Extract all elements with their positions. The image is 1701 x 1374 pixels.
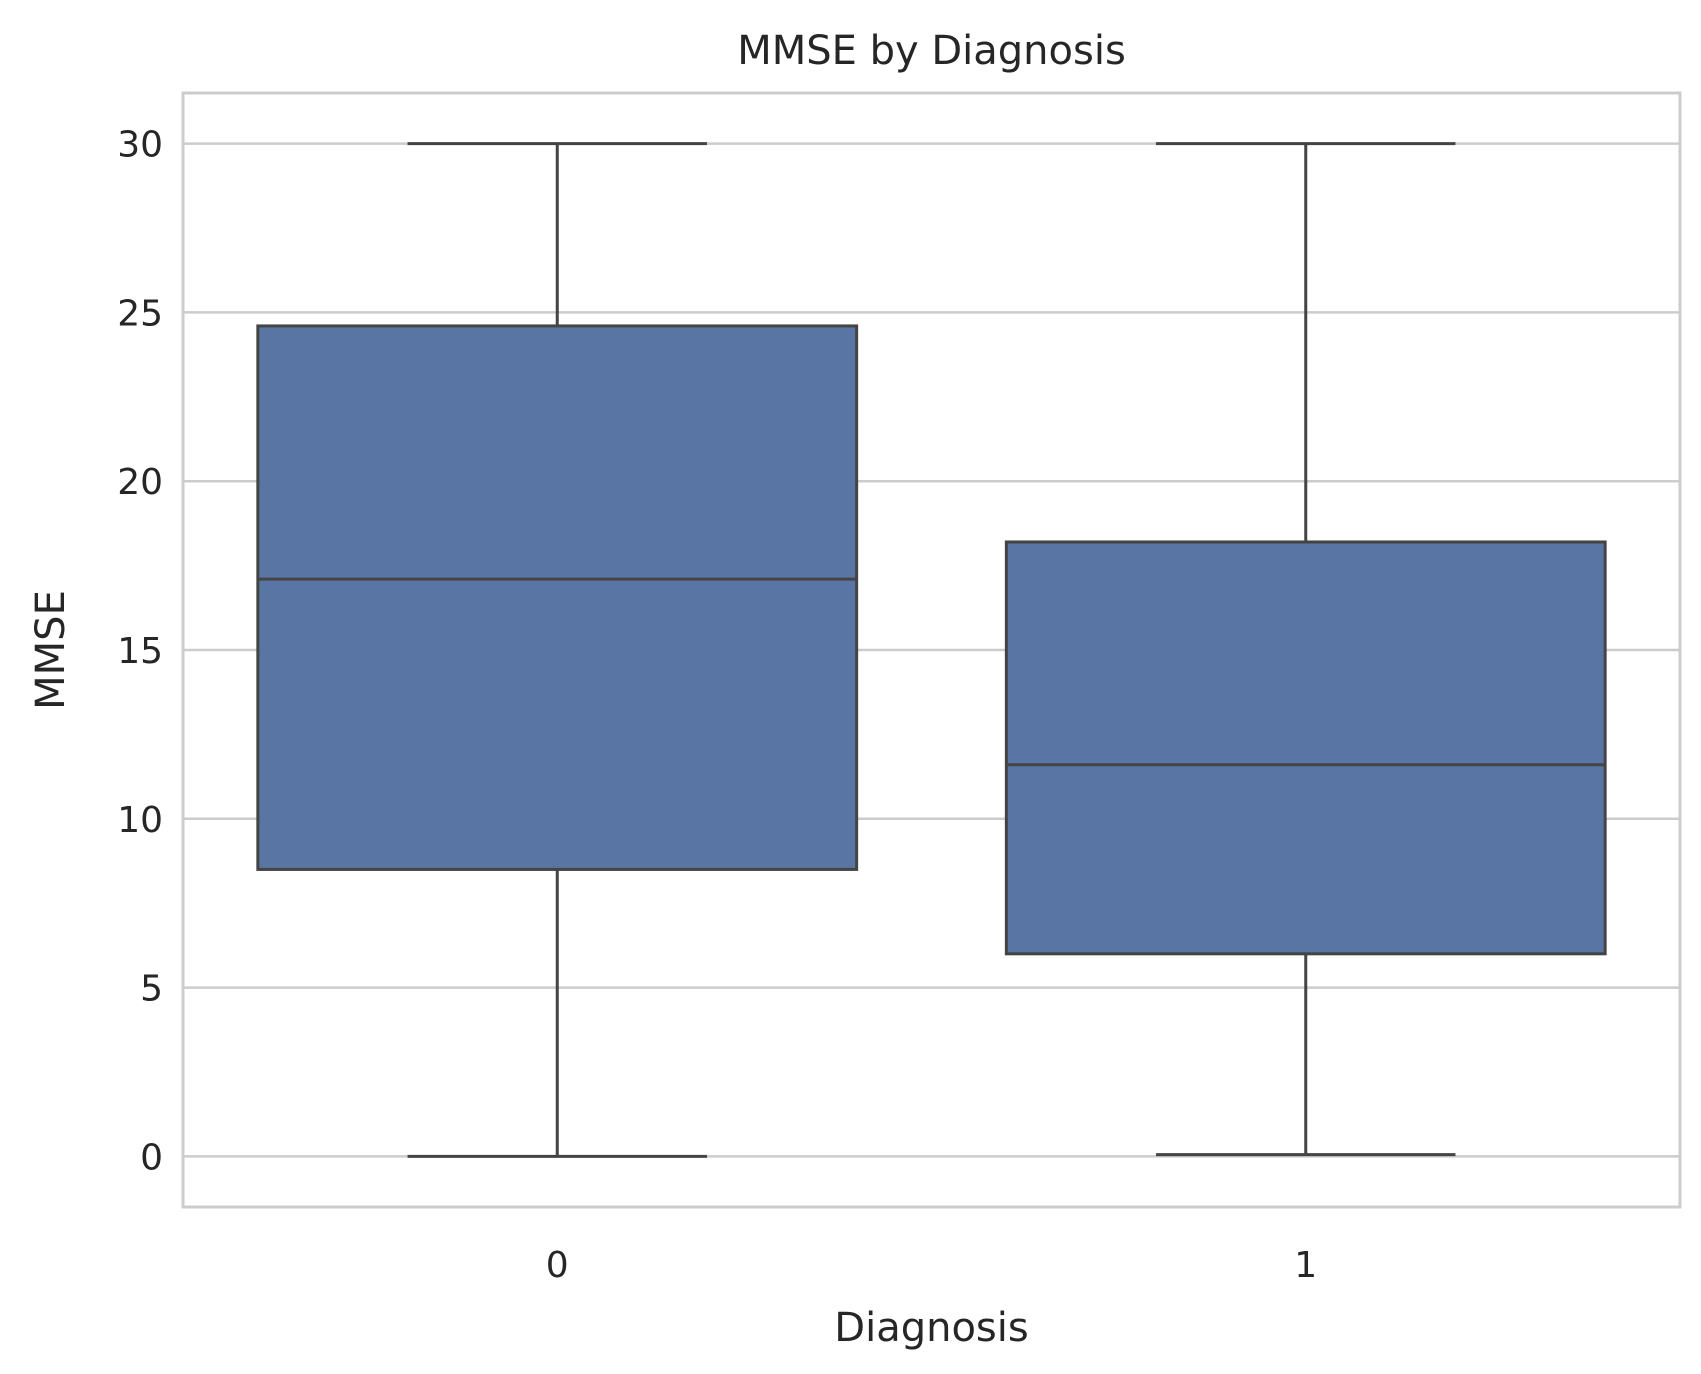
box-series <box>256 142 1607 1158</box>
y-tick-label: 15 <box>117 631 163 672</box>
box-group-0 <box>256 142 859 1158</box>
y-tick-label: 30 <box>117 125 163 166</box>
y-tick-label: 0 <box>140 1137 163 1178</box>
y-tick-label: 5 <box>140 969 163 1010</box>
x-axis-label: Diagnosis <box>834 1305 1028 1351</box>
x-tick-label: 0 <box>546 1245 569 1286</box>
y-tick-label: 25 <box>117 293 163 334</box>
y-tick-labels: 0 5 10 15 20 25 30 <box>117 125 163 1179</box>
chart-title: MMSE by Diagnosis <box>737 28 1126 74</box>
y-axis-label: MMSE <box>28 590 74 710</box>
y-tick-label: 20 <box>117 462 163 503</box>
iqr-box <box>1004 540 1607 956</box>
iqr-box <box>256 324 859 871</box>
y-tick-label: 10 <box>117 800 163 841</box>
plot-frame <box>181 91 1682 1209</box>
box-group-1 <box>1004 142 1607 1157</box>
x-tick-label: 1 <box>1294 1245 1317 1286</box>
